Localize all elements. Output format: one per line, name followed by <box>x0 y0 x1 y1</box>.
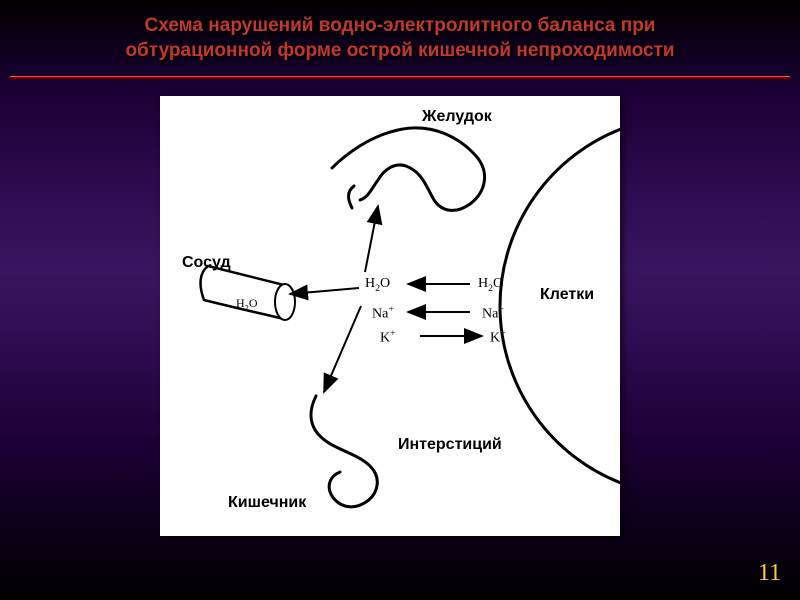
label-stomach: Желудок <box>422 108 492 126</box>
diagram-frame: Желудок Сосуд Клетки Интерстиций Кишечни… <box>160 96 620 536</box>
formula-h2o-mid: H2O <box>365 276 390 294</box>
formula-k-cell: K+ <box>490 328 506 347</box>
formula-h2o-vessel: H2O <box>236 296 258 312</box>
title-block: Схема нарушений водно-электролитного бал… <box>0 0 800 73</box>
formula-na-cell: Na+ <box>482 304 504 323</box>
title-line-1: Схема нарушений водно-электролитного бал… <box>20 14 780 39</box>
formula-k-mid: K+ <box>380 328 396 347</box>
title-line-2: обтурационной форме острой кишечной непр… <box>20 39 780 64</box>
label-intestine: Кишечник <box>228 494 306 512</box>
label-interstice: Интерстиций <box>398 436 502 454</box>
title-rule <box>10 76 790 79</box>
label-vessel: Сосуд <box>182 254 231 272</box>
label-cells: Клетки <box>540 286 594 304</box>
formula-na-mid: Na+ <box>372 304 394 323</box>
slide-number: 11 <box>758 560 781 587</box>
formula-h2o-cell: H2O <box>478 276 503 294</box>
